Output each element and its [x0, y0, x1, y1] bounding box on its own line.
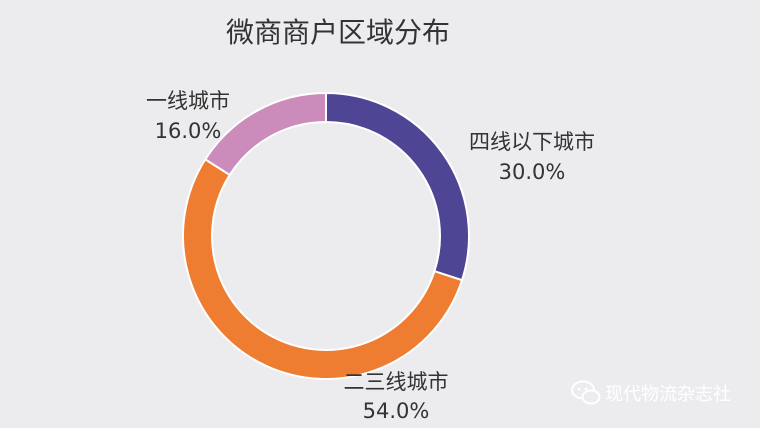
slice-label-category-0: 四线以下城市 — [469, 130, 595, 154]
watermark-text: 现代物流杂志社 — [605, 384, 731, 405]
slice-label-value-1: 54.0% — [363, 399, 430, 423]
donut-slice-0 — [325, 91, 470, 282]
donut-slice-2 — [203, 91, 327, 177]
donut-slices — [182, 91, 470, 380]
slice-label-category-2: 一线城市 — [146, 89, 230, 113]
chart-title: 微商商户区域分布 — [226, 16, 450, 49]
slice-label-value-0: 30.0% — [499, 160, 566, 184]
watermark: 现代物流杂志社 — [571, 380, 731, 405]
slice-label-value-2: 16.0% — [155, 119, 222, 143]
slice-label-category-1: 二三线城市 — [344, 370, 449, 394]
wechat-icon — [571, 380, 601, 405]
donut-slice-1 — [182, 157, 464, 380]
